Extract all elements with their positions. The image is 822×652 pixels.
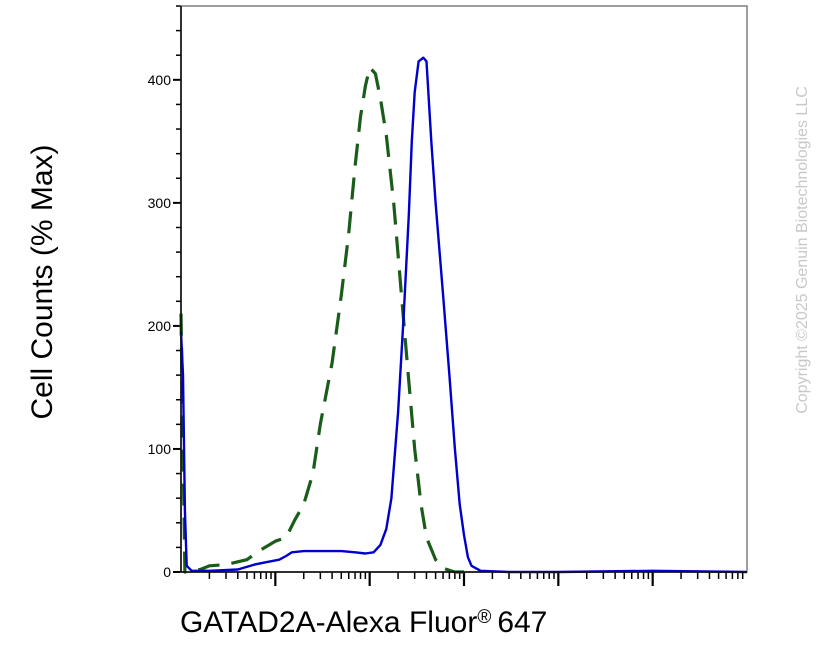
y-tick-label: 400 [148,72,172,88]
series-line-dashed [181,68,464,573]
x-axis-label-main: GATAD2A-Alexa Fluor [180,606,477,639]
y-tick-label: 300 [148,195,172,211]
y-tick-label: 200 [148,318,172,334]
copyright-watermark: Copyright ©2025 Genuin Biotechnologies L… [794,86,811,414]
series-layer [181,58,747,572]
y-axis-label: Cell Counts (% Max) [26,144,59,419]
series-line-solid [181,58,747,572]
y-tick-label: 100 [148,441,172,457]
axis-ticks [173,6,743,586]
plot-frame [181,6,747,572]
y-tick-labels: 0 100 200 300 400 [148,72,172,580]
registered-mark: ® [477,607,491,628]
y-tick-label: 0 [163,564,171,580]
x-axis-label: GATAD2A-Alexa Fluor® 647 [180,606,547,639]
x-axis-label-suffix: 647 [497,606,547,639]
